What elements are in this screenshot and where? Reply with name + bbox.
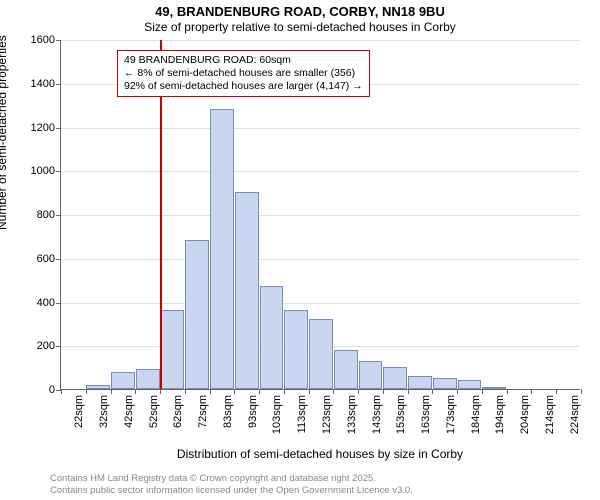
gridline [61,259,580,260]
y-tick-label: 0 [21,384,55,396]
x-tick-label: 194sqm [494,395,506,443]
x-tick-label: 204sqm [519,395,531,443]
histogram-bar [359,361,383,389]
gridline [61,215,580,216]
x-tick-mark [457,389,458,394]
x-tick-mark [507,389,508,394]
y-tick-label: 400 [21,297,55,309]
histogram-bar [383,367,407,389]
histogram-bar [433,378,457,389]
x-tick-mark [358,389,359,394]
histogram-bar [210,109,234,389]
histogram-bar [86,385,110,389]
x-tick-mark [408,389,409,394]
x-tick-mark [210,389,211,394]
x-tick-label: 113sqm [296,395,308,443]
x-tick-label: 103sqm [271,395,283,443]
plot-area: 0200400600800100012001400160022sqm32sqm4… [60,40,580,390]
y-tick-label: 200 [21,340,55,352]
annotation-line-2: ← 8% of semi-detached houses are smaller… [124,67,363,80]
histogram-bar [482,387,506,389]
y-tick-mark [56,259,61,260]
x-tick-mark [61,389,62,394]
histogram-bar [235,192,259,389]
x-tick-mark [135,389,136,394]
y-tick-mark [56,346,61,347]
y-tick-mark [56,171,61,172]
footer-attribution: Contains HM Land Registry data © Crown c… [50,473,413,497]
histogram-bar [309,319,333,389]
histogram-bar [458,380,482,389]
x-tick-label: 62sqm [172,395,184,443]
y-tick-label: 1200 [21,122,55,134]
histogram-bar [185,240,209,389]
x-tick-label: 93sqm [247,395,259,443]
x-tick-label: 143sqm [371,395,383,443]
gridline [61,303,580,304]
y-tick-mark [56,128,61,129]
y-tick-mark [56,40,61,41]
x-tick-label: 42sqm [123,395,135,443]
histogram-bar [408,376,432,389]
x-tick-label: 123sqm [321,395,333,443]
x-tick-label: 133sqm [346,395,358,443]
x-tick-mark [234,389,235,394]
x-tick-label: 32sqm [98,395,110,443]
x-tick-label: 153sqm [395,395,407,443]
x-tick-label: 72sqm [197,395,209,443]
y-axis-label: Number of semi-detached properties [0,35,9,230]
y-tick-label: 800 [21,209,55,221]
y-tick-label: 1600 [21,34,55,46]
x-axis-label: Distribution of semi-detached houses by … [60,447,580,461]
x-tick-label: 224sqm [569,395,581,443]
x-tick-mark [556,389,557,394]
x-tick-mark [185,389,186,394]
x-tick-mark [581,389,582,394]
x-tick-label: 52sqm [148,395,160,443]
footer-line-2: Contains public sector information licen… [50,485,413,497]
x-tick-mark [160,389,161,394]
x-tick-label: 173sqm [445,395,457,443]
x-tick-mark [482,389,483,394]
x-tick-mark [259,389,260,394]
annotation-line-1: 49 BRANDENBURG ROAD: 60sqm [124,54,363,67]
y-tick-mark [56,215,61,216]
x-tick-mark [333,389,334,394]
x-tick-mark [383,389,384,394]
x-tick-label: 214sqm [544,395,556,443]
y-tick-label: 1400 [21,78,55,90]
chart-subtitle: Size of property relative to semi-detach… [0,20,600,34]
x-tick-mark [284,389,285,394]
x-tick-label: 184sqm [470,395,482,443]
annotation-line-3: 92% of semi-detached houses are larger (… [124,80,363,93]
footer-line-1: Contains HM Land Registry data © Crown c… [50,473,413,485]
annotation-box: 49 BRANDENBURG ROAD: 60sqm ← 8% of semi-… [117,50,370,97]
histogram-bar [260,286,284,389]
histogram-bar [284,310,308,389]
gridline [61,171,580,172]
x-tick-mark [531,389,532,394]
y-tick-mark [56,303,61,304]
chart-container: 49, BRANDENBURG ROAD, CORBY, NN18 9BU Si… [0,0,600,500]
x-tick-label: 163sqm [420,395,432,443]
x-tick-mark [86,389,87,394]
y-tick-label: 600 [21,253,55,265]
x-tick-label: 83sqm [222,395,234,443]
x-tick-mark [432,389,433,394]
x-tick-label: 22sqm [73,395,85,443]
x-tick-mark [111,389,112,394]
histogram-bar [161,310,185,389]
histogram-bar [111,372,135,390]
y-tick-mark [56,84,61,85]
x-tick-mark [309,389,310,394]
gridline [61,128,580,129]
gridline [61,40,580,41]
histogram-bar [334,350,358,389]
histogram-bar [136,369,160,389]
y-tick-label: 1000 [21,165,55,177]
chart-title: 49, BRANDENBURG ROAD, CORBY, NN18 9BU [0,4,600,19]
